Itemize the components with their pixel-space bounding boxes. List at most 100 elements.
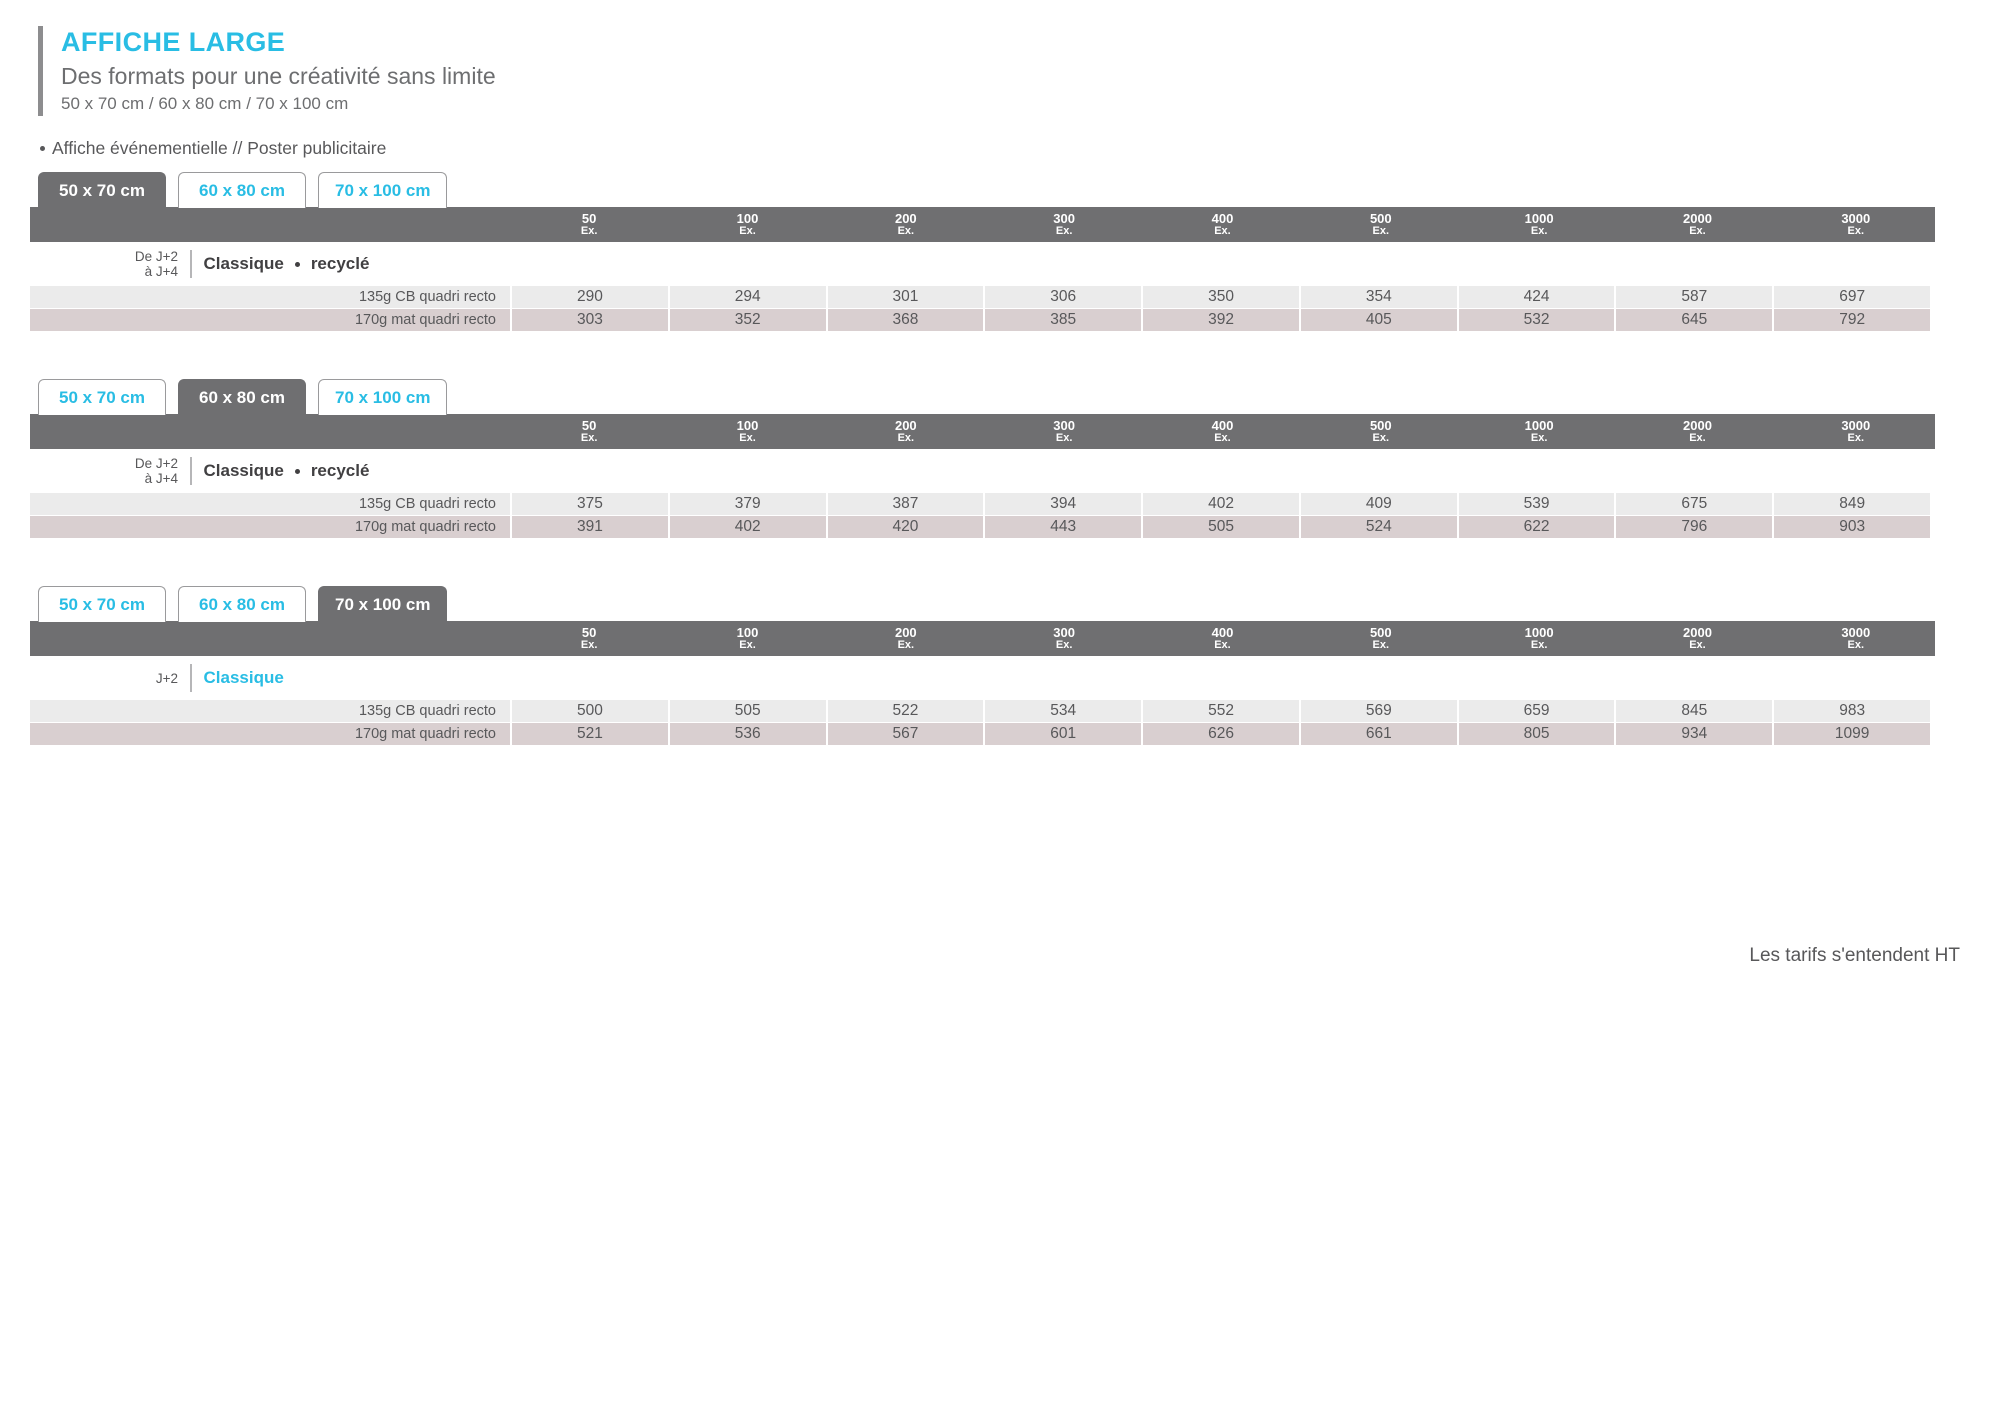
quantity-value: 200 — [894, 210, 917, 226]
quantity-unit: Ex. — [580, 638, 598, 651]
quantity-unit: Ex. — [1530, 638, 1548, 651]
quantity-value: 3000 — [1841, 417, 1871, 433]
quantity-column-header: 300 Ex. — [985, 414, 1143, 449]
price-cell: 532 — [1456, 309, 1615, 331]
quantity-value: 400 — [1211, 210, 1234, 226]
quantity-value: 500 — [1369, 417, 1392, 433]
quality-extra: recyclé — [310, 461, 370, 480]
quantity-unit: Ex. — [580, 431, 598, 444]
quantity-unit: Ex. — [1372, 431, 1390, 444]
delivery-delay: De J+2 à J+4 — [122, 249, 178, 279]
quantity-value: 50 — [581, 624, 597, 640]
tab-format-60x80cm[interactable]: 60 x 80 cm — [178, 586, 306, 622]
price-cell: 385 — [983, 309, 1141, 331]
price-cell: 796 — [1614, 516, 1772, 538]
price-cell: 500 — [510, 700, 668, 722]
tab-format-70x100cm[interactable]: 70 x 100 cm — [318, 379, 448, 415]
quantity-unit: Ex. — [580, 224, 598, 237]
quantity-column-header: 300 Ex. — [985, 207, 1143, 242]
quantity-value: 400 — [1211, 417, 1234, 433]
price-cell: 379 — [667, 493, 826, 515]
page-header: AFFICHE LARGE Des formats pour une créat… — [38, 26, 496, 116]
vertical-divider — [190, 457, 192, 485]
quantity-column-header: 400 Ex. — [1143, 207, 1301, 242]
tab-format-50x70cm[interactable]: 50 x 70 cm — [38, 379, 166, 415]
quantity-value: 100 — [736, 210, 759, 226]
price-cell: 301 — [825, 286, 984, 308]
price-cell: 294 — [667, 286, 826, 308]
quantity-column-header: 400 Ex. — [1143, 621, 1301, 656]
quantity-unit: Ex. — [1689, 431, 1706, 444]
quantity-value: 50 — [581, 417, 597, 433]
price-cell: 352 — [667, 309, 826, 331]
quantity-column-header: 300 Ex. — [985, 621, 1143, 656]
price-cell: 697 — [1772, 286, 1930, 308]
delay-line-1: J+2 — [155, 670, 178, 686]
quantity-value: 1000 — [1524, 210, 1554, 226]
price-cell: 805 — [1456, 723, 1615, 745]
price-cell: 387 — [825, 493, 984, 515]
price-block: 50 x 70 cm 60 x 80 cm 70 x 100 cm 50 Ex. 100 E… — [0, 586, 2000, 746]
quantity-value: 1000 — [1524, 417, 1554, 433]
quantity-unit: Ex. — [739, 638, 756, 651]
price-cell: 303 — [510, 309, 668, 331]
price-cell: 505 — [667, 700, 826, 722]
quantity-column-header: 200 Ex. — [827, 414, 985, 449]
price-cell: 983 — [1772, 700, 1930, 722]
table-row: 135g CB quadri recto 500 505 522 534 552 569 65… — [30, 700, 1930, 722]
quantity-header-row: 50 Ex. 100 Ex. 200 Ex. 300 Ex. 400 Ex. 500 Ex. 1000 E… — [30, 621, 1935, 656]
quantity-value: 3000 — [1841, 624, 1871, 640]
quantity-column-header: 50 Ex. — [510, 207, 668, 242]
footer-note: Les tarifs s'entendent HT — [1749, 945, 1960, 966]
price-cell: 645 — [1614, 309, 1772, 331]
tab-format-50x70cm[interactable]: 50 x 70 cm — [38, 172, 166, 208]
format-tabs: 50 x 70 cm 60 x 80 cm 70 x 100 cm — [38, 586, 2000, 622]
format-tabs: 50 x 70 cm 60 x 80 cm 70 x 100 cm — [38, 172, 2000, 208]
quantity-unit: Ex. — [1214, 431, 1231, 444]
quality-label: Classique recyclé — [204, 254, 370, 274]
quality-name: Classique — [203, 461, 284, 480]
table-row: 170g mat quadri recto 303 352 368 385 392 405 5… — [30, 309, 1930, 331]
price-cell: 290 — [510, 286, 668, 308]
quantity-column-header: 1000 Ex. — [1460, 414, 1618, 449]
delay-quality-row: De J+2 à J+4 Classique recyclé — [30, 449, 2000, 493]
tab-format-60x80cm[interactable]: 60 x 80 cm — [178, 379, 306, 415]
quantity-column-header: 200 Ex. — [827, 207, 985, 242]
tab-format-50x70cm[interactable]: 50 x 70 cm — [38, 586, 166, 622]
quantity-value: 2000 — [1683, 417, 1712, 433]
tab-format-70x100cm[interactable]: 70 x 100 cm — [318, 172, 448, 208]
price-cell: 443 — [983, 516, 1141, 538]
tab-format-70x100cm[interactable]: 70 x 100 cm — [318, 586, 448, 622]
header-spacer — [30, 414, 510, 449]
table-row: 135g CB quadri recto 375 379 387 394 402 409 53… — [30, 493, 1930, 515]
quantity-column-header: 500 Ex. — [1302, 621, 1460, 656]
price-cell: 845 — [1614, 700, 1772, 722]
price-cell: 792 — [1772, 309, 1930, 331]
price-cell: 409 — [1298, 493, 1457, 515]
paper-type-label: 170g mat quadri recto — [354, 726, 496, 742]
quantity-column-header: 500 Ex. — [1302, 414, 1460, 449]
quantity-unit: Ex. — [1847, 224, 1865, 237]
price-cell: 524 — [1298, 516, 1457, 538]
page-title: AFFICHE LARGE — [61, 27, 286, 57]
quantity-column-header: 1000 Ex. — [1460, 621, 1618, 656]
price-cell: 391 — [510, 516, 668, 538]
quantity-value: 100 — [736, 624, 759, 640]
tab-format-60x80cm[interactable]: 60 x 80 cm — [178, 172, 306, 208]
price-cell: 402 — [1141, 493, 1299, 515]
quality-name: Classique — [203, 668, 284, 687]
price-cell: 552 — [1141, 700, 1299, 722]
quantity-value: 500 — [1369, 210, 1392, 226]
price-cell: 368 — [825, 309, 984, 331]
header-spacer — [30, 207, 510, 242]
product-bullet: Affiche événementielle // Poster publici… — [40, 138, 386, 159]
price-cell: 567 — [825, 723, 984, 745]
paper-type-label: 135g CB quadri recto — [358, 289, 496, 305]
quantity-unit: Ex. — [1530, 224, 1548, 237]
quantity-unit: Ex. — [1689, 638, 1706, 651]
price-cell: 626 — [1141, 723, 1299, 745]
quantity-unit: Ex. — [897, 224, 915, 237]
quantity-column-header: 500 Ex. — [1302, 207, 1460, 242]
quantity-value: 200 — [894, 417, 917, 433]
quantity-column-header: 50 Ex. — [510, 414, 668, 449]
